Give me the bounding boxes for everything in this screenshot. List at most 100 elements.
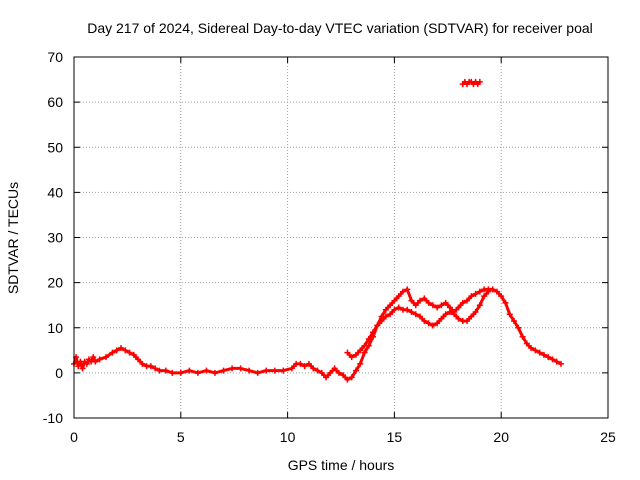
- series-sdtvar_outlier: [459, 78, 483, 88]
- y-tick-label: 60: [47, 94, 63, 110]
- data-point: [404, 306, 411, 313]
- data-point: [391, 306, 398, 313]
- data-point: [117, 345, 124, 352]
- data-point: [169, 369, 176, 376]
- data-point: [489, 286, 496, 293]
- data-point: [237, 365, 244, 372]
- data-point: [515, 324, 522, 331]
- data-point: [395, 304, 402, 311]
- x-tick-label: 10: [280, 429, 296, 445]
- y-tick-label: 40: [47, 184, 63, 200]
- data-point: [442, 311, 449, 318]
- data-point: [374, 322, 381, 329]
- data-point: [79, 365, 86, 372]
- data-point: [382, 306, 389, 313]
- data-point: [352, 351, 359, 358]
- data-point: [425, 299, 432, 306]
- axis-ticks: 0 5 10 15 20 25 -10 0 10 20 30 40 50 60 70: [43, 49, 616, 445]
- data-point: [438, 302, 445, 309]
- data-point: [446, 308, 453, 315]
- data-point: [139, 360, 146, 367]
- data-point: [485, 288, 492, 295]
- data-point: [246, 367, 253, 374]
- data-point: [476, 302, 483, 309]
- data-point: [378, 317, 385, 324]
- data-point: [455, 315, 462, 322]
- data-point: [429, 322, 436, 329]
- data-point: [75, 363, 82, 370]
- chart-title: Day 217 of 2024, Sidereal Day-to-day VTE…: [87, 20, 593, 36]
- data-point: [399, 288, 406, 295]
- data-point: [528, 345, 535, 352]
- data-point: [429, 302, 436, 309]
- data-point: [472, 290, 479, 297]
- data-point: [90, 354, 97, 361]
- data-point: [177, 369, 184, 376]
- data-point: [502, 299, 509, 306]
- data-point: [103, 354, 110, 361]
- data-point: [310, 365, 317, 372]
- data-point: [361, 342, 368, 349]
- data-point: [532, 347, 539, 354]
- data-point: [421, 295, 428, 302]
- data-point: [301, 363, 308, 370]
- data-point: [254, 369, 261, 376]
- data-point: [511, 317, 518, 324]
- data-point: [92, 358, 99, 365]
- y-tick-label: -10: [43, 410, 63, 426]
- series-sdtvar_lower_branch: [344, 288, 492, 361]
- x-tick-label: 5: [177, 429, 185, 445]
- data-point: [335, 369, 342, 376]
- data-point: [391, 297, 398, 304]
- data-point: [220, 367, 227, 374]
- data-point: [464, 317, 471, 324]
- data-point: [357, 360, 364, 367]
- data-point: [331, 365, 338, 372]
- data-point: [305, 360, 312, 367]
- data-point: [113, 347, 120, 354]
- data-point: [288, 365, 295, 372]
- data-point: [147, 363, 154, 370]
- data-point: [352, 367, 359, 374]
- data-point: [498, 293, 505, 300]
- y-tick-label: 20: [47, 275, 63, 291]
- data-point: [523, 340, 530, 347]
- data-point: [545, 354, 552, 361]
- data-point: [395, 293, 402, 300]
- data-point: [344, 376, 351, 383]
- data-point: [493, 288, 500, 295]
- y-tick-label: 0: [55, 365, 63, 381]
- data-point: [348, 354, 355, 361]
- data-point: [152, 365, 159, 372]
- data-point: [468, 293, 475, 300]
- data-point: [408, 297, 415, 304]
- data-point: [280, 367, 287, 374]
- data-point: [314, 367, 321, 374]
- data-point: [553, 358, 560, 365]
- y-tick-label: 10: [47, 320, 63, 336]
- data-point: [404, 286, 411, 293]
- data-point: [83, 360, 90, 367]
- x-tick-label: 15: [387, 429, 403, 445]
- data-point: [451, 311, 458, 318]
- data-point: [203, 367, 210, 374]
- x-tick-label: 25: [600, 429, 616, 445]
- data-point: [382, 313, 389, 320]
- data-point: [135, 356, 142, 363]
- data-point: [211, 369, 218, 376]
- data-point: [476, 78, 483, 85]
- data-point: [408, 308, 415, 315]
- data-point: [361, 349, 368, 356]
- data-point: [340, 372, 347, 379]
- data-point: [442, 299, 449, 306]
- data-point: [186, 367, 193, 374]
- data-point: [412, 302, 419, 309]
- data-point: [417, 313, 424, 320]
- x-tick-label: 20: [493, 429, 509, 445]
- data-point: [194, 369, 201, 376]
- data-point: [519, 333, 526, 340]
- data-point: [323, 374, 330, 381]
- data-point: [387, 302, 394, 309]
- data-point: [229, 365, 236, 372]
